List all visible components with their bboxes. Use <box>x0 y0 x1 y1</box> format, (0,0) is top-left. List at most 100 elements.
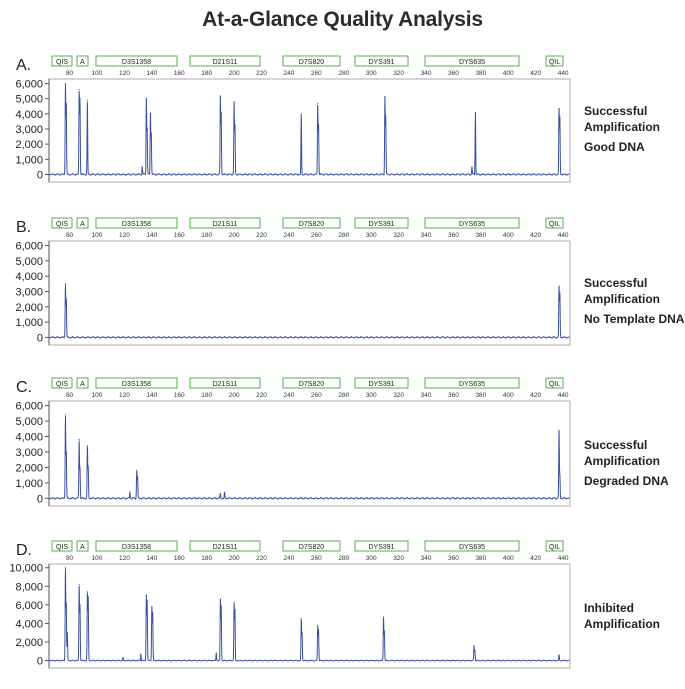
x-tick-label: 80 <box>66 70 74 77</box>
marker-label: DYS635 <box>459 221 485 228</box>
peak-point <box>65 298 67 300</box>
x-tick-label: 300 <box>366 70 377 77</box>
marker-box <box>424 55 520 67</box>
note-line: Degraded DNA <box>584 474 669 488</box>
x-tick-label: 220 <box>256 555 267 562</box>
x-tick-label: 280 <box>338 555 349 562</box>
note-panel-c: Successful Amplification Degraded DNA <box>584 437 669 489</box>
peak-point <box>79 466 81 468</box>
x-tick-label: 420 <box>530 232 541 239</box>
peak-point <box>64 414 67 416</box>
marker-label: DYS391 <box>368 544 394 551</box>
x-tick-label: 220 <box>256 70 267 77</box>
peak-point <box>233 101 235 103</box>
marker-box <box>424 540 520 552</box>
x-tick-label: 340 <box>421 392 432 399</box>
x-tick-label: 360 <box>448 232 459 239</box>
peak-point <box>384 96 386 98</box>
x-tick-label: 160 <box>174 232 185 239</box>
x-tick-label: 100 <box>92 232 103 239</box>
peak-point <box>151 606 153 608</box>
peak-point <box>317 102 319 104</box>
x-tick-label: 420 <box>530 70 541 77</box>
note-line: Successful <box>584 276 648 290</box>
marker-label: A <box>80 221 85 228</box>
x-tick-label: 260 <box>311 70 322 77</box>
y-tick-label: 5,000 <box>15 416 43 428</box>
note-line: No Template DNA <box>584 312 685 326</box>
peak-point <box>219 493 221 495</box>
peak-point <box>385 116 387 118</box>
note-line: Amplification <box>584 454 661 468</box>
x-tick-label: 300 <box>366 392 377 399</box>
x-tick-label: 240 <box>284 392 295 399</box>
y-tick-label: 1,000 <box>15 154 43 166</box>
note-line: Successful <box>584 438 648 452</box>
marker-box <box>424 377 520 389</box>
marker-label: D7S820 <box>299 381 324 388</box>
x-tick-label: 380 <box>475 70 486 77</box>
x-tick-label: 280 <box>338 232 349 239</box>
peak-point <box>150 132 152 135</box>
y-tick-label: 3,000 <box>15 286 43 298</box>
x-tick-label: 280 <box>338 392 349 399</box>
marker-box <box>354 217 409 229</box>
peak-point <box>215 652 217 654</box>
marker-label: D7S820 <box>299 59 324 66</box>
x-tick-label: 200 <box>229 232 240 239</box>
x-tick-label: 320 <box>393 555 404 562</box>
x-tick-label: 140 <box>146 392 157 399</box>
x-tick-label: 200 <box>229 555 240 562</box>
y-tick-label: 2,000 <box>15 139 43 151</box>
marker-box <box>282 55 341 67</box>
marker-box <box>51 377 73 389</box>
y-tick-label: 5,000 <box>15 256 43 268</box>
marker-label: DYS391 <box>368 221 394 228</box>
y-tick-label: 4,000 <box>15 271 43 283</box>
peak-point <box>382 616 385 618</box>
marker-label: D7S820 <box>299 221 324 228</box>
marker-label: A <box>80 381 85 388</box>
note-panel-d: Inhibited Amplification <box>584 600 660 632</box>
marker-label: QIS <box>56 221 68 228</box>
peak-point <box>317 123 320 126</box>
x-tick-label: 440 <box>558 232 569 239</box>
marker-box <box>354 377 409 389</box>
x-tick-label: 440 <box>558 70 569 77</box>
x-tick-label: 180 <box>201 555 212 562</box>
x-tick-label: 400 <box>503 232 514 239</box>
x-tick-label: 380 <box>475 555 486 562</box>
peak-point <box>129 491 131 493</box>
note-line: Amplification <box>584 292 661 306</box>
x-tick-label: 280 <box>338 70 349 77</box>
peak-point <box>86 445 88 447</box>
marker-label: D21S11 <box>213 59 238 66</box>
peak-point <box>64 82 67 85</box>
x-tick-label: 300 <box>366 555 377 562</box>
x-tick-label: 120 <box>119 70 130 77</box>
x-tick-label: 120 <box>119 392 130 399</box>
x-tick-label: 300 <box>366 232 377 239</box>
x-tick-label: 360 <box>448 392 459 399</box>
marker-box <box>51 540 73 552</box>
x-tick-label: 340 <box>421 70 432 77</box>
marker-label: DYS391 <box>368 59 394 66</box>
marker-label: D21S11 <box>213 381 238 388</box>
peak-point <box>559 116 561 118</box>
marker-box <box>95 540 178 552</box>
trace-line <box>49 415 570 500</box>
marker-label: DYS391 <box>368 381 394 388</box>
peak-point <box>146 600 148 602</box>
x-tick-label: 220 <box>256 392 267 399</box>
note-line: Inhibited <box>584 601 634 615</box>
peak-point <box>300 113 302 115</box>
x-tick-label: 220 <box>256 232 267 239</box>
note-panel-a: Successful Amplification Good DNA <box>584 103 660 155</box>
y-tick-label: 4,000 <box>15 109 43 121</box>
trace-line <box>49 284 570 339</box>
marker-label: D21S11 <box>213 544 238 551</box>
marker-box <box>282 377 341 389</box>
x-tick-label: 100 <box>92 392 103 399</box>
x-tick-label: 420 <box>530 392 541 399</box>
y-tick-label: 10,000 <box>9 563 43 575</box>
